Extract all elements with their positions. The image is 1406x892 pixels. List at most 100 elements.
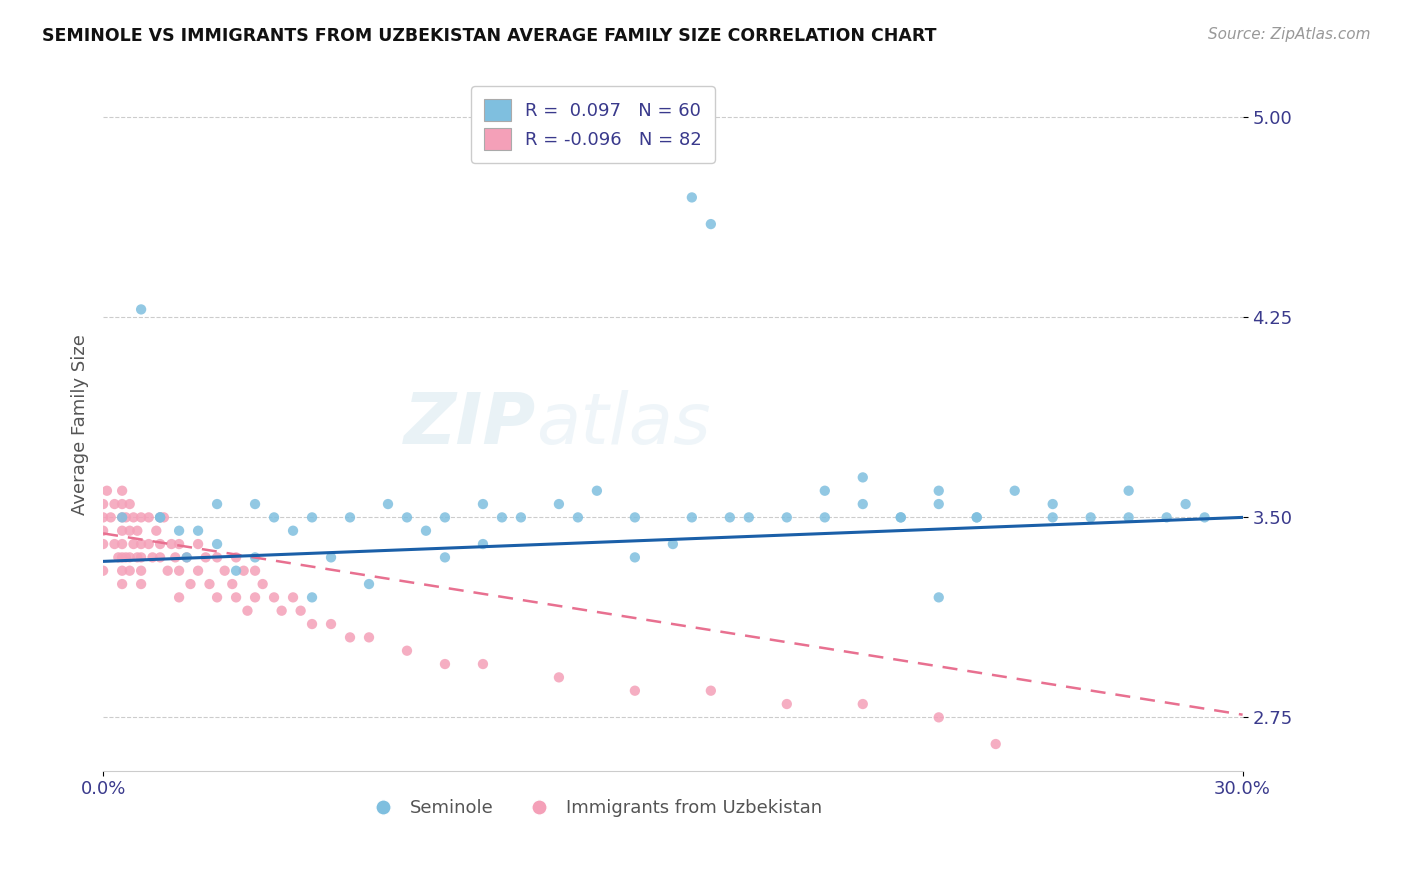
Point bbox=[1080, 510, 1102, 524]
Point bbox=[122, 537, 145, 551]
Point bbox=[548, 670, 571, 684]
Point bbox=[167, 591, 190, 605]
Point bbox=[776, 510, 799, 524]
Point bbox=[138, 510, 160, 524]
Point bbox=[339, 510, 361, 524]
Point bbox=[205, 550, 228, 565]
Point bbox=[129, 510, 152, 524]
Point bbox=[1194, 510, 1216, 524]
Point bbox=[179, 577, 201, 591]
Text: atlas: atlas bbox=[536, 390, 711, 458]
Point bbox=[928, 591, 950, 605]
Point bbox=[395, 510, 418, 524]
Point bbox=[149, 510, 172, 524]
Text: SEMINOLE VS IMMIGRANTS FROM UZBEKISTAN AVERAGE FAMILY SIZE CORRELATION CHART: SEMINOLE VS IMMIGRANTS FROM UZBEKISTAN A… bbox=[42, 27, 936, 45]
Point bbox=[111, 524, 134, 538]
Point bbox=[1174, 497, 1197, 511]
Point bbox=[115, 550, 138, 565]
Point bbox=[129, 302, 152, 317]
Point bbox=[814, 483, 837, 498]
Point bbox=[263, 510, 285, 524]
Point bbox=[624, 683, 647, 698]
Point bbox=[415, 524, 437, 538]
Point bbox=[160, 537, 183, 551]
Point bbox=[1042, 497, 1064, 511]
Point bbox=[111, 510, 134, 524]
Point bbox=[662, 537, 685, 551]
Point bbox=[91, 497, 114, 511]
Point bbox=[491, 510, 513, 524]
Point bbox=[221, 577, 243, 591]
Point bbox=[471, 497, 494, 511]
Point bbox=[107, 550, 129, 565]
Point bbox=[1156, 510, 1178, 524]
Point bbox=[176, 550, 198, 565]
Point bbox=[111, 483, 134, 498]
Point bbox=[129, 537, 152, 551]
Point bbox=[103, 497, 125, 511]
Point bbox=[890, 510, 912, 524]
Point bbox=[357, 631, 380, 645]
Point bbox=[433, 550, 456, 565]
Point bbox=[852, 470, 875, 484]
Point bbox=[586, 483, 609, 498]
Point bbox=[852, 497, 875, 511]
Point bbox=[319, 550, 342, 565]
Point bbox=[91, 510, 114, 524]
Point bbox=[928, 710, 950, 724]
Point bbox=[129, 564, 152, 578]
Point bbox=[301, 617, 323, 632]
Point bbox=[1042, 510, 1064, 524]
Point bbox=[243, 497, 266, 511]
Point bbox=[129, 550, 152, 565]
Point bbox=[96, 483, 118, 498]
Point bbox=[339, 631, 361, 645]
Point bbox=[433, 657, 456, 671]
Point bbox=[433, 510, 456, 524]
Point bbox=[225, 550, 247, 565]
Point bbox=[205, 591, 228, 605]
Point bbox=[681, 190, 703, 204]
Point bbox=[243, 550, 266, 565]
Point bbox=[377, 497, 399, 511]
Point bbox=[176, 550, 198, 565]
Point bbox=[548, 497, 571, 511]
Point bbox=[510, 510, 533, 524]
Point bbox=[122, 510, 145, 524]
Point bbox=[118, 550, 141, 565]
Point bbox=[111, 577, 134, 591]
Y-axis label: Average Family Size: Average Family Size bbox=[72, 334, 89, 515]
Point bbox=[149, 510, 172, 524]
Point bbox=[243, 564, 266, 578]
Point bbox=[149, 510, 172, 524]
Point bbox=[167, 537, 190, 551]
Point bbox=[91, 537, 114, 551]
Point bbox=[471, 537, 494, 551]
Point bbox=[718, 510, 741, 524]
Point bbox=[624, 510, 647, 524]
Point bbox=[167, 564, 190, 578]
Point bbox=[681, 510, 703, 524]
Point bbox=[700, 683, 723, 698]
Point bbox=[187, 564, 209, 578]
Point bbox=[395, 643, 418, 657]
Point bbox=[290, 604, 312, 618]
Point bbox=[966, 510, 988, 524]
Point bbox=[357, 577, 380, 591]
Point bbox=[281, 591, 304, 605]
Point bbox=[91, 564, 114, 578]
Point bbox=[814, 510, 837, 524]
Point bbox=[214, 564, 236, 578]
Point bbox=[149, 550, 172, 565]
Point bbox=[281, 524, 304, 538]
Point bbox=[205, 497, 228, 511]
Point bbox=[127, 524, 149, 538]
Point bbox=[225, 564, 247, 578]
Point bbox=[700, 217, 723, 231]
Point bbox=[103, 537, 125, 551]
Point bbox=[1118, 483, 1140, 498]
Point bbox=[984, 737, 1007, 751]
Point bbox=[187, 524, 209, 538]
Point bbox=[567, 510, 589, 524]
Point bbox=[776, 697, 799, 711]
